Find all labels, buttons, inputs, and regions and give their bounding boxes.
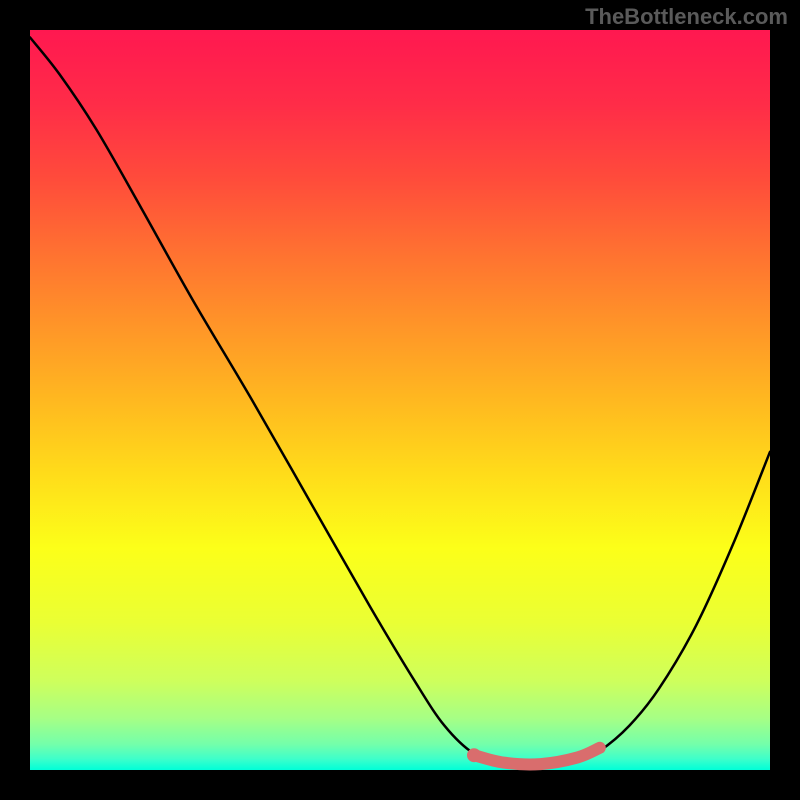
optimal-range-start-marker [467, 748, 481, 762]
bottleneck-curve [30, 37, 770, 765]
chart-container: TheBottleneck.com [0, 0, 800, 800]
plot-area [30, 30, 770, 770]
watermark-text: TheBottleneck.com [585, 4, 788, 30]
curve-layer [30, 30, 770, 770]
optimal-range-band [474, 748, 600, 765]
